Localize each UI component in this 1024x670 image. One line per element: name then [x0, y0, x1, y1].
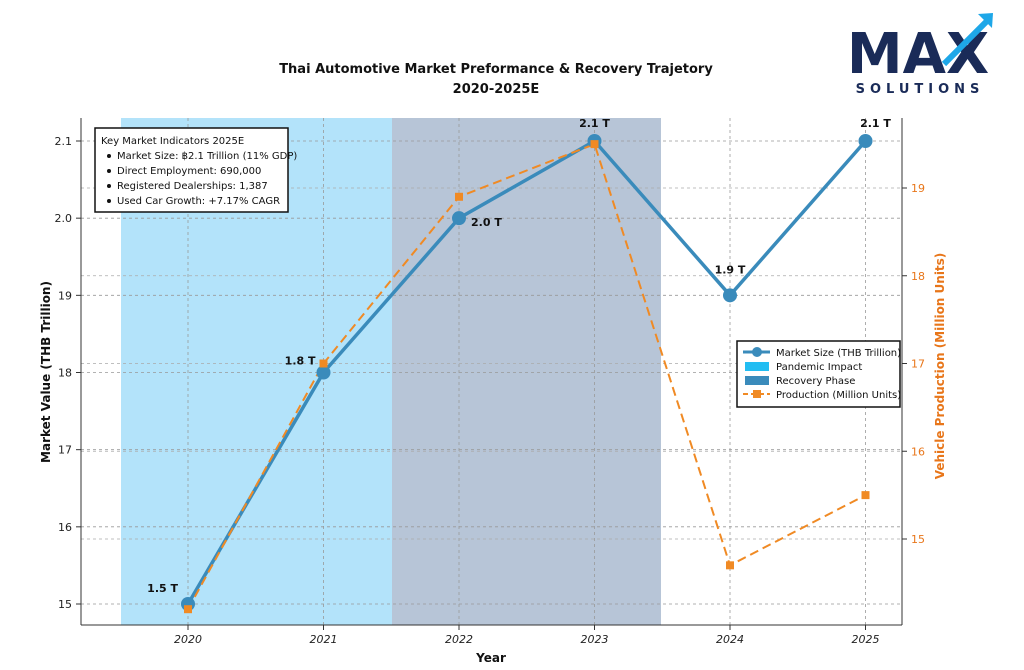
- y-tick-label: 19: [58, 289, 72, 302]
- chart-title: Thai Automotive Market Preformance & Rec…: [279, 62, 713, 77]
- production-line: [187, 142, 866, 610]
- y-tick-label: 2.1: [55, 135, 73, 148]
- production-point: [861, 491, 870, 500]
- production-point: [590, 140, 599, 149]
- y2-tick-label: 17: [911, 358, 925, 371]
- y2-tick-label: 15: [911, 533, 925, 546]
- key-indicator-item: Registered Dealerships: 1,387: [117, 181, 268, 192]
- market-size-data-label: 1.5 T: [147, 582, 178, 595]
- y2-axis-title: Vehicle Production (Million Units): [933, 253, 947, 480]
- y2-tick-label: 16: [911, 445, 925, 458]
- market-size-point: [858, 134, 873, 148]
- y-tick-label: 16: [58, 521, 72, 534]
- max-solutions-logo: MAX SOLUTIONS: [847, 13, 993, 97]
- market-size-line: [186, 139, 867, 605]
- production-point: [184, 605, 192, 614]
- legend: Market Size (THB Trillion) Pandemic Impa…: [736, 340, 901, 408]
- market-size-point: [452, 211, 466, 226]
- bullet-icon: [107, 169, 111, 173]
- legend-market-size-marker-icon: [752, 347, 762, 357]
- key-indicators-title: Key Market Indicators 2025E: [101, 136, 244, 147]
- market-size-point: [723, 288, 737, 303]
- y-tick-label: 15: [58, 598, 72, 611]
- legend-pandemic-label: Pandemic Impact: [776, 362, 862, 373]
- y-axis-title: Market Value (THB Trillion): [39, 281, 53, 463]
- logo-subtext: SOLUTIONS: [856, 82, 985, 97]
- x-tick-label: 2025: [852, 633, 880, 646]
- key-indicator-item: Direct Employment: 690,000: [117, 166, 261, 177]
- legend-market-size-label: Market Size (THB Trillion): [776, 348, 901, 359]
- x-tick-label: 2021: [310, 633, 338, 646]
- recovery-phase-region: [392, 118, 661, 625]
- y2-tick-label: 19: [911, 182, 925, 195]
- market-size-data-label: 2.1 T: [579, 117, 610, 130]
- logo-text: MAX: [847, 22, 989, 87]
- key-indicators-frame: [94, 127, 289, 213]
- y-tick-label: 17: [58, 444, 72, 457]
- bullet-icon: [107, 199, 111, 203]
- legend-recovery-swatch: [745, 376, 769, 385]
- market-size-data-label: 2.1 T: [860, 117, 891, 130]
- bullet-icon: [107, 184, 111, 188]
- production-point: [319, 359, 328, 368]
- x-axis-title: Year: [475, 651, 506, 665]
- legend-production-label: Production (Million Units): [776, 390, 901, 401]
- x-tick-label: 2020: [174, 633, 202, 646]
- x-tick-label: 2024: [716, 633, 744, 646]
- key-indicators-box: Key Market Indicators 2025E Market Size:…: [94, 127, 297, 213]
- production-point: [455, 192, 463, 201]
- y-tick-label: 2.0: [55, 212, 73, 225]
- legend-production-marker-icon: [753, 390, 761, 398]
- logo-arrow-icon: [941, 15, 993, 67]
- key-indicator-item: Market Size: ฿2.1 Trillion (11% GDP): [117, 151, 297, 162]
- market-size-point: [316, 365, 331, 380]
- market-size-data-label: 2.0 T: [471, 216, 502, 229]
- y2-tick-label: 18: [911, 270, 925, 283]
- production-point: [726, 561, 734, 570]
- market-size-data-label: 1.9 T: [715, 263, 746, 276]
- series-layer: 1.5 T 1.8 T 2.0 T 2.1 T 1.9 T 2.1 T: [147, 117, 891, 614]
- bullet-icon: [107, 154, 111, 158]
- chart-subtitle: 2020-2025E: [453, 82, 540, 97]
- y-tick-label: 18: [58, 367, 72, 380]
- x-tick-label: 2023: [581, 633, 609, 646]
- market-size-data-label: 1.8 T: [285, 355, 316, 368]
- x-tick-label: 2022: [445, 633, 473, 646]
- legend-pandemic-swatch: [745, 362, 769, 371]
- legend-recovery-label: Recovery Phase: [776, 376, 855, 387]
- key-indicator-item: Used Car Growth: +7.17% CAGR: [117, 196, 280, 207]
- ticks: 2020 2021 2022 2023 2024 2025 15 16 17 18 19 2.0 2.1…: [55, 135, 926, 646]
- logo-arrowhead-icon: [978, 13, 993, 28]
